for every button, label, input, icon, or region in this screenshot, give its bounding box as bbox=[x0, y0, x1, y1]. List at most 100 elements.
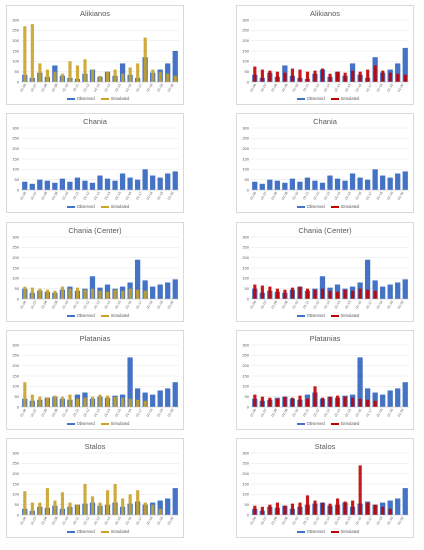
observed-bar bbox=[334, 178, 341, 190]
simulated-bar bbox=[128, 494, 132, 515]
x-tick-label: 01-06 bbox=[249, 408, 257, 418]
simulated-bar bbox=[373, 400, 377, 407]
legend-label-observed: Observed bbox=[76, 421, 95, 426]
x-tick-label: 01-06 bbox=[249, 83, 257, 93]
y-tick-label: 200 bbox=[242, 363, 249, 368]
x-tick-label: 01-08 bbox=[40, 300, 48, 310]
observed-bar bbox=[97, 175, 103, 190]
x-tick-label: 01-10 bbox=[61, 408, 69, 418]
x-tick-label: 01-17 bbox=[365, 300, 373, 310]
x-tick-label: 01-11 bbox=[302, 191, 310, 200]
y-tick-label: 200 bbox=[12, 255, 19, 260]
x-tick-label: 01-07 bbox=[260, 516, 268, 526]
observed-bar bbox=[67, 181, 73, 190]
y-tick-label: 250 bbox=[12, 245, 19, 250]
y-tick-label: 150 bbox=[242, 156, 249, 161]
y-tick-label: 250 bbox=[12, 136, 19, 141]
simulated-bar bbox=[275, 398, 279, 407]
observed-bar bbox=[387, 284, 393, 299]
x-tick-label: 01-14 bbox=[104, 516, 112, 526]
observed-bar bbox=[119, 173, 126, 190]
simulated-bar bbox=[336, 395, 340, 407]
chart-panel: Platanias 300 250 200 150 100 50 0 01-06 01-07 01-… bbox=[6, 330, 184, 430]
x-tick-label: 01-12 bbox=[313, 83, 321, 93]
simulated-bar bbox=[328, 503, 332, 515]
observed-bar bbox=[165, 282, 171, 299]
legend-swatch-simulated bbox=[330, 315, 339, 317]
chart-legend: Observed Simulated bbox=[237, 421, 413, 426]
simulated-bar bbox=[298, 395, 302, 407]
x-tick-label: 01-06 bbox=[249, 191, 257, 201]
x-tick-label: 01-10 bbox=[291, 408, 299, 418]
legend-label-observed: Observed bbox=[76, 529, 95, 534]
observed-bar bbox=[142, 392, 148, 407]
simulated-bar bbox=[45, 488, 49, 515]
y-tick-label: 100 bbox=[242, 492, 249, 497]
observed-bar bbox=[402, 47, 408, 82]
x-tick-label: 01-16 bbox=[355, 516, 363, 526]
y-tick-label: 200 bbox=[12, 471, 19, 476]
simulated-bar bbox=[268, 70, 272, 82]
observed-bar bbox=[89, 182, 96, 190]
x-tick-label: 01-09 bbox=[281, 300, 289, 310]
x-tick-label: 01-08 bbox=[270, 408, 278, 418]
x-tick-label: 01-15 bbox=[344, 300, 352, 310]
x-tick-label: 01-18 bbox=[146, 516, 154, 526]
simulated-bar bbox=[75, 65, 80, 82]
x-tick-label: 01-18 bbox=[376, 83, 384, 93]
observed-bar bbox=[402, 382, 408, 407]
simulated-bar bbox=[128, 398, 132, 407]
observed-bar bbox=[387, 390, 393, 407]
legend-label-observed: Observed bbox=[306, 204, 325, 209]
y-tick-label: 300 bbox=[12, 450, 19, 455]
y-tick-label: 150 bbox=[242, 265, 249, 270]
observed-bar bbox=[380, 286, 386, 299]
observed-bar bbox=[134, 179, 141, 190]
observed-bar bbox=[172, 171, 178, 190]
simulated-bar bbox=[320, 68, 325, 82]
x-tick-label: 01-11 bbox=[72, 191, 80, 200]
x-tick-label: 01-14 bbox=[334, 516, 342, 526]
simulated-bar bbox=[158, 508, 162, 515]
legend-label-simulated: Simulated bbox=[340, 421, 360, 426]
y-tick-label: 250 bbox=[242, 136, 249, 141]
simulated-bar bbox=[90, 69, 95, 82]
y-tick-label: 250 bbox=[12, 353, 19, 358]
legend-swatch-observed bbox=[296, 206, 305, 208]
chart-legend: Observed Simulated bbox=[237, 204, 413, 209]
y-tick-label: 50 bbox=[15, 286, 20, 291]
simulated-bar bbox=[283, 505, 287, 515]
observed-bar bbox=[395, 388, 401, 407]
legend-label-observed: Observed bbox=[306, 421, 325, 426]
simulated-bar bbox=[268, 397, 272, 407]
x-tick-label: 01-20 bbox=[167, 83, 175, 93]
observed-bar bbox=[395, 282, 401, 299]
simulated-bar bbox=[60, 492, 65, 515]
x-tick-label: 01-12 bbox=[83, 83, 91, 93]
observed-bar bbox=[165, 498, 171, 515]
simulated-bar bbox=[113, 289, 117, 299]
observed-bar bbox=[165, 388, 171, 407]
y-tick-label: 0 bbox=[17, 187, 20, 192]
y-tick-label: 150 bbox=[242, 481, 249, 486]
y-tick-label: 200 bbox=[242, 255, 249, 260]
simulated-bar bbox=[290, 68, 295, 82]
simulated-bar bbox=[343, 396, 347, 407]
simulated-bar bbox=[143, 502, 147, 515]
y-tick-label: 100 bbox=[242, 384, 249, 389]
simulated-bar bbox=[268, 286, 272, 299]
x-tick-label: 01-09 bbox=[281, 83, 289, 93]
x-tick-label: 01-19 bbox=[156, 516, 164, 526]
observed-bar bbox=[119, 63, 126, 82]
simulated-bar bbox=[45, 69, 49, 82]
x-tick-label: 01-18 bbox=[146, 408, 154, 418]
observed-bar bbox=[387, 500, 393, 515]
observed-bar bbox=[267, 179, 273, 190]
x-tick-label: 01-14 bbox=[104, 83, 112, 93]
x-tick-label: 01-17 bbox=[135, 300, 143, 310]
chart-title: Chania (Center) bbox=[298, 226, 352, 235]
y-tick-label: 100 bbox=[242, 276, 249, 281]
observed-bar bbox=[52, 182, 58, 190]
